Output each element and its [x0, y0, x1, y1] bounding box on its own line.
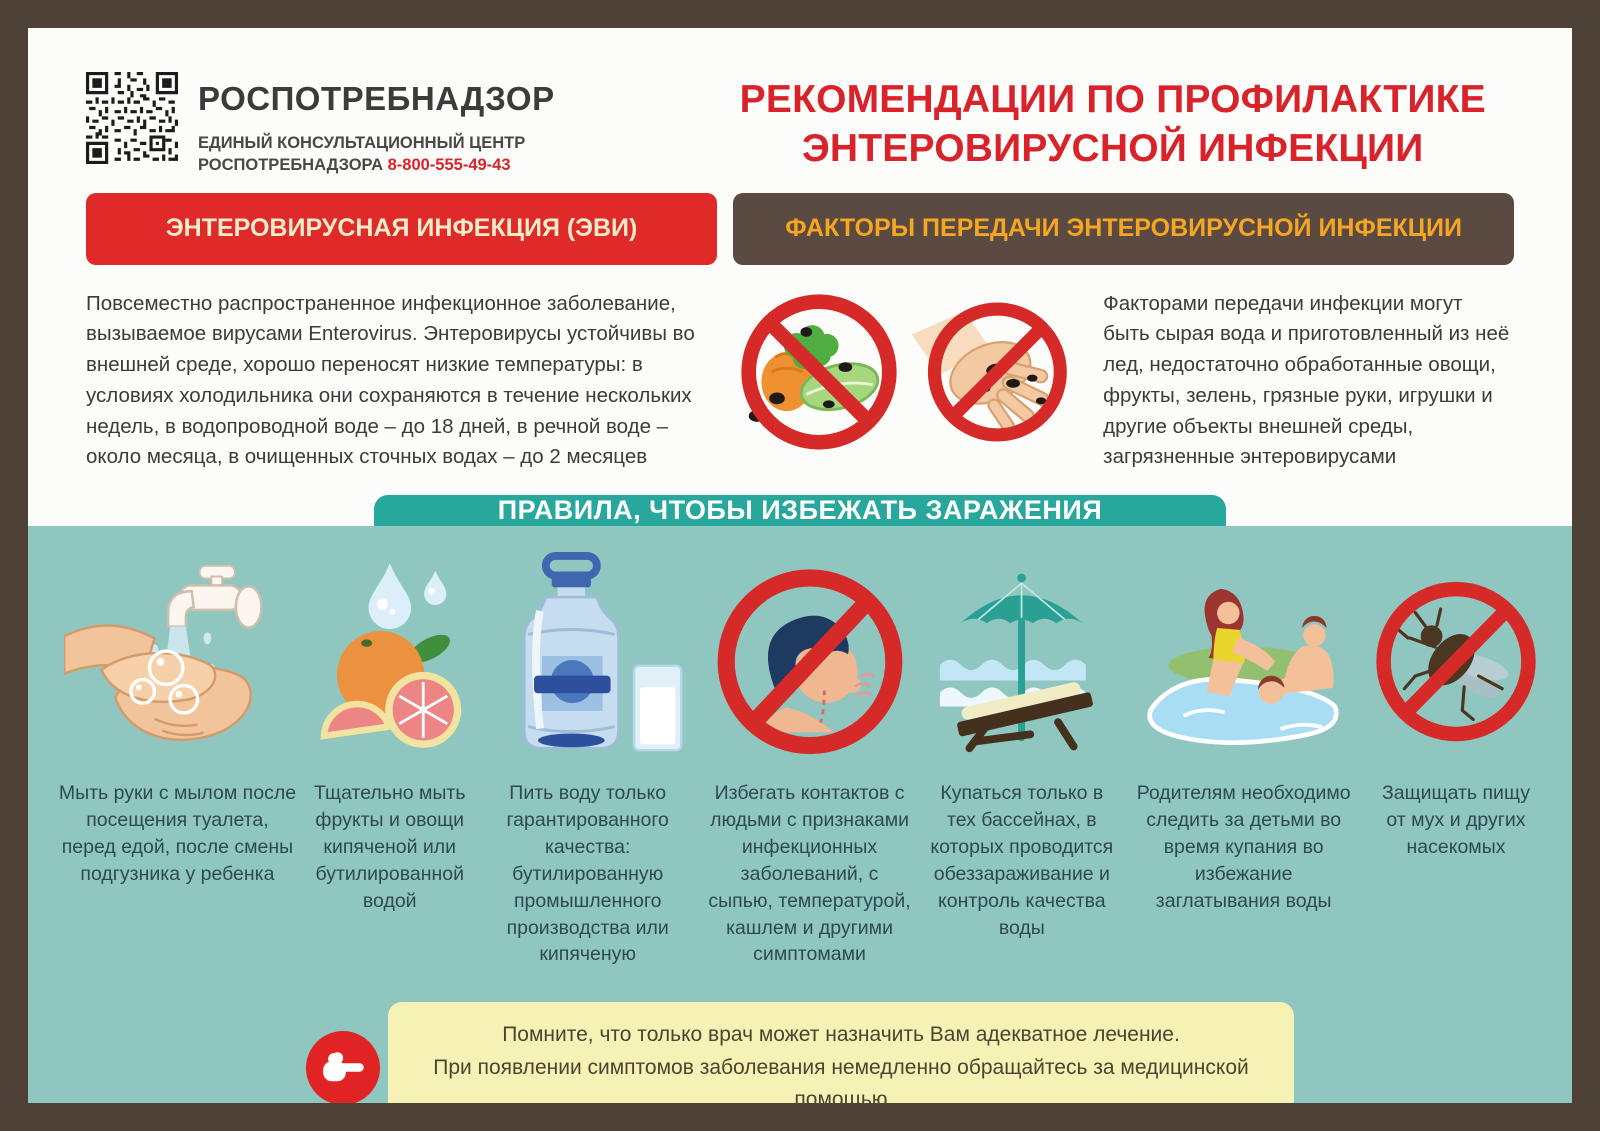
consult-center-line1: ЕДИНЫЙ КОНСУЛЬТАЦИОННЫЙ ЦЕНТР [198, 134, 526, 152]
pool-umbrella-icon [926, 550, 1117, 764]
rule-avoid-sick-contacts: Избегать контактов с людьми с признаками… [707, 550, 912, 968]
qr-code-icon [86, 72, 178, 164]
rules-banner: ПРАВИЛА, ЧТОБЫ ИЗБЕЖАТЬ ЗАРАЖЕНИЯ [374, 495, 1226, 527]
wash-produce-icon [311, 550, 469, 764]
logo-block: РОСПОТРЕБНАДЗОР ЕДИНЫЙ КОНСУЛЬТАЦИОННЫЙ … [86, 72, 713, 177]
no-dirty-produce-icon [741, 293, 897, 450]
pointing-hand-icon [306, 1031, 380, 1103]
logo-text: РОСПОТРЕБНАДЗОР ЕДИНЫЙ КОНСУЛЬТАЦИОННЫЙ … [198, 72, 555, 177]
section-header-bars: ЭНТЕРОВИРУСНАЯ ИНФЕКЦИЯ (ЭВИ) ФАКТОРЫ ПЕ… [28, 192, 1572, 265]
org-name: РОСПОТРЕБНАДЗОР [198, 80, 555, 117]
rules-row: Мыть руки с мылом после посещения туалет… [58, 550, 1542, 968]
family-swimming-icon [1131, 550, 1356, 764]
no-dirty-hands-icon [911, 302, 1067, 441]
note-box: Помните, что только врач может назначить… [388, 1002, 1294, 1103]
note-line1: Помните, что только врач может назначить… [502, 1023, 1180, 1047]
note-line2: При появлении симптомов заболевания неме… [433, 1055, 1249, 1103]
factors-description: Факторами передачи инфекции могут быть с… [1103, 291, 1510, 469]
info-row: Повсеместно распространенное инфекционно… [28, 265, 1572, 474]
no-sick-contact-icon [710, 550, 910, 764]
header: РОСПОТРЕБНАДЗОР ЕДИНЫЙ КОНСУЛЬТАЦИОННЫЙ … [28, 28, 1572, 183]
poster-title: РЕКОМЕНДАЦИИ ПО ПРОФИЛАКТИКЕ ЭНТЕРОВИРУС… [713, 72, 1512, 177]
rule-watch-children: Родителям необходимо следить за детьми в… [1131, 550, 1356, 915]
rule-protect-food-from-flies: Защищать пищу от мух и других насекомых [1370, 550, 1542, 861]
poster-page: РОСПОТРЕБНАДЗОР ЕДИНЫЙ КОНСУЛЬТАЦИОННЫЙ … [28, 28, 1572, 1103]
rule-safe-pools: Купаться только в тех бассейнах, в котор… [926, 550, 1117, 941]
no-flies-icon [1370, 550, 1542, 764]
infection-description: Повсеместно распространенное инфекционно… [86, 291, 695, 469]
consult-center-line2: РОСПОТРЕБНАДЗОРА 8-800-555-49-43 [198, 156, 511, 175]
poster-title-line1: РЕКОМЕНДАЦИИ ПО ПРОФИЛАКТИКЕ [739, 78, 1486, 121]
wash-hands-icon [64, 550, 290, 764]
factors-header-bar: ФАКТОРЫ ПЕРЕДАЧИ ЭНТЕРОВИРУСНОЙ ИНФЕКЦИИ [733, 192, 1514, 265]
consult-center-lines: ЕДИНЫЙ КОНСУЛЬТАЦИОННЫЙ ЦЕНТР РОСПОТРЕБН… [198, 132, 555, 177]
bottled-water-icon [485, 550, 691, 764]
phone-number: 8-800-555-49-43 [387, 156, 511, 175]
rules-section: Мыть руки с мылом после посещения туалет… [28, 526, 1572, 1103]
poster-title-line2: ЭНТЕРОВИРУСНОЙ ИНФЕКЦИИ [801, 126, 1424, 170]
rule-wash-produce: Тщательно мыть фрукты и овощи кипяченой … [311, 550, 469, 915]
rule-bottled-water: Пить воду только гарантированного качест… [483, 550, 693, 968]
infection-header-bar: ЭНТЕРОВИРУСНАЯ ИНФЕКЦИЯ (ЭВИ) [86, 192, 718, 265]
doctor-note: Помните, что только врач может назначить… [58, 1002, 1542, 1103]
transmission-factor-icons [735, 289, 1077, 474]
rule-wash-hands: Мыть руки с мылом после посещения туалет… [58, 550, 297, 888]
